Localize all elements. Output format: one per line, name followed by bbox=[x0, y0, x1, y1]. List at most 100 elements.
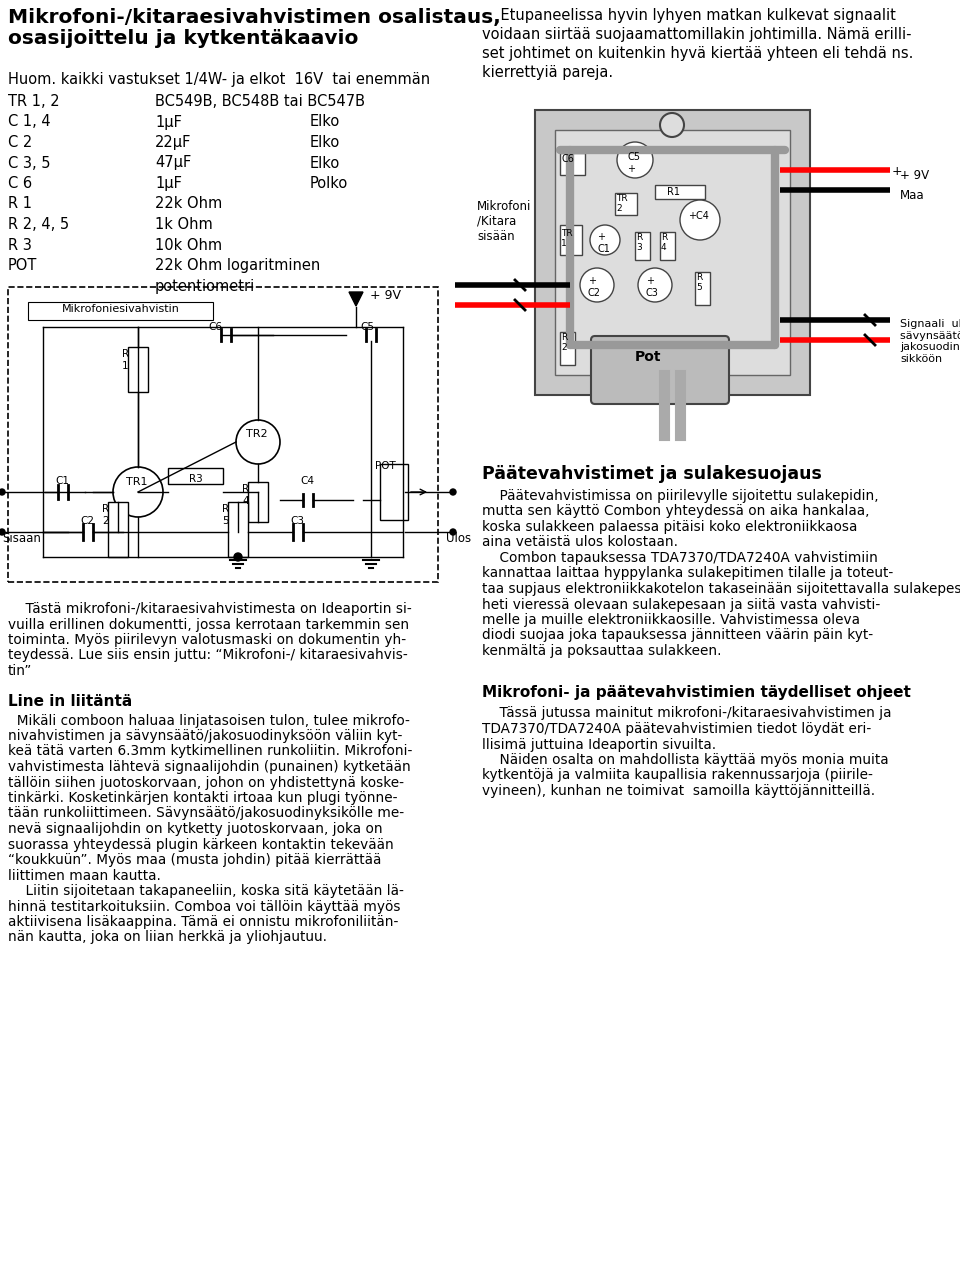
Text: R 3: R 3 bbox=[8, 238, 32, 253]
FancyBboxPatch shape bbox=[535, 109, 810, 396]
Text: suorassa yhteydessä plugin kärkeen kontaktin tekevään: suorassa yhteydessä plugin kärkeen konta… bbox=[8, 837, 394, 851]
Text: Mikrofoniesivahvistin: Mikrofoniesivahvistin bbox=[61, 304, 180, 314]
Text: Elko: Elko bbox=[310, 155, 340, 170]
Text: Line in liitäntä: Line in liitäntä bbox=[8, 693, 132, 709]
Text: Mikrofoni-/kitaraesivahvistimen osalistaus,
osasijoittelu ja kytkentäkaavio: Mikrofoni-/kitaraesivahvistimen osalista… bbox=[8, 8, 501, 48]
Circle shape bbox=[617, 142, 653, 178]
Text: kannattaa laittaa hyppylanka sulakepitimen tilalle ja toteut-: kannattaa laittaa hyppylanka sulakepitim… bbox=[482, 566, 893, 580]
Circle shape bbox=[0, 529, 5, 536]
Text: nän kautta, joka on liian herkkä ja yliohjautuu.: nän kautta, joka on liian herkkä ja ylio… bbox=[8, 931, 327, 945]
Text: C3: C3 bbox=[290, 516, 304, 527]
Text: Maa: Maa bbox=[900, 190, 924, 202]
Text: 1μF: 1μF bbox=[155, 176, 181, 191]
Text: TR1: TR1 bbox=[126, 477, 148, 487]
Text: Mikrofoni- ja päätevahvistimien täydelliset ohjeet: Mikrofoni- ja päätevahvistimien täydelli… bbox=[482, 684, 911, 700]
Bar bbox=[228, 502, 248, 557]
Polygon shape bbox=[349, 293, 363, 307]
Text: Liitin sijoitetaan takapaneeliin, koska sitä käytetään lä-: Liitin sijoitetaan takapaneeliin, koska … bbox=[8, 884, 404, 898]
Text: R
1: R 1 bbox=[122, 349, 130, 370]
Text: set johtimet on kuitenkin hyvä kiertää yhteen eli tehdä ns.: set johtimet on kuitenkin hyvä kiertää y… bbox=[482, 46, 913, 61]
Text: Signaali  ulos
sävynsäätö- ja
jakosuodinyks-
sikköön: Signaali ulos sävynsäätö- ja jakosuodiny… bbox=[900, 319, 960, 364]
Text: voidaan siirtää suojaamattomillakin johtimilla. Nämä erilli-: voidaan siirtää suojaamattomillakin joht… bbox=[482, 27, 911, 42]
Text: TR2: TR2 bbox=[246, 429, 268, 439]
Text: tin”: tin” bbox=[8, 664, 33, 678]
Text: R
4: R 4 bbox=[661, 233, 667, 252]
Text: taa supjaus elektroniikkakotelon takaseinään sijoitettavalla sulakepesallä. DC-l: taa supjaus elektroniikkakotelon takasei… bbox=[482, 583, 960, 597]
Text: C6: C6 bbox=[208, 322, 222, 332]
Text: C5: C5 bbox=[360, 322, 374, 332]
Text: C5
+: C5 + bbox=[627, 151, 640, 173]
Circle shape bbox=[450, 529, 456, 536]
Text: vuilla erillinen dokumentti, jossa kerrotaan tarkemmin sen: vuilla erillinen dokumentti, jossa kerro… bbox=[8, 617, 409, 631]
Text: aktiivisena lisäkaappina. Tämä ei onnistu mikrofoniliitän-: aktiivisena lisäkaappina. Tämä ei onnist… bbox=[8, 915, 398, 929]
Text: TR
1: TR 1 bbox=[561, 229, 572, 248]
Text: Päätevahvistimet ja sulakesuojaus: Päätevahvistimet ja sulakesuojaus bbox=[482, 466, 822, 483]
Text: Elko: Elko bbox=[310, 135, 340, 150]
Bar bbox=[560, 225, 582, 254]
Bar bbox=[8, 287, 438, 583]
Text: BC549B, BC548B tai BC547B: BC549B, BC548B tai BC547B bbox=[155, 94, 365, 109]
Text: C2: C2 bbox=[80, 516, 94, 527]
Text: Pot: Pot bbox=[635, 350, 661, 364]
Text: Ulos: Ulos bbox=[446, 532, 471, 544]
Text: Elko: Elko bbox=[310, 114, 340, 130]
Text: 1k Ohm: 1k Ohm bbox=[155, 218, 213, 232]
Circle shape bbox=[680, 200, 720, 240]
Bar bbox=[560, 332, 575, 365]
Text: R
5: R 5 bbox=[696, 273, 703, 293]
Text: R
5: R 5 bbox=[222, 504, 229, 525]
Text: + 9V: + 9V bbox=[370, 289, 401, 301]
Text: 47μF: 47μF bbox=[155, 155, 191, 170]
Text: R
2: R 2 bbox=[561, 333, 567, 352]
Text: teydessä. Lue siis ensin juttu: “Mikrofoni-/ kitaraesivahvis-: teydessä. Lue siis ensin juttu: “Mikrofo… bbox=[8, 649, 408, 663]
Bar bbox=[695, 272, 710, 305]
Circle shape bbox=[590, 225, 620, 254]
Text: vyineen), kunhan ne toimivat  samoilla käyttöjännitteillä.: vyineen), kunhan ne toimivat samoilla kä… bbox=[482, 784, 876, 798]
Text: melle ja muille elektroniikkaosille. Vahvistimessa oleva: melle ja muille elektroniikkaosille. Vah… bbox=[482, 613, 860, 627]
Text: potentiometri: potentiometri bbox=[155, 279, 255, 294]
Bar bbox=[108, 502, 128, 557]
Text: C1: C1 bbox=[55, 476, 69, 486]
Circle shape bbox=[638, 268, 672, 301]
Text: 22k Ohm logaritminen: 22k Ohm logaritminen bbox=[155, 258, 321, 273]
Text: vahvistimesta lähtevä signaalijohdin (punainen) kytketään: vahvistimesta lähtevä signaalijohdin (pu… bbox=[8, 759, 411, 773]
Text: POT: POT bbox=[8, 258, 37, 273]
Text: Näiden osalta on mahdollista käyttää myös monia muita: Näiden osalta on mahdollista käyttää myö… bbox=[482, 753, 889, 767]
Text: +
C3: + C3 bbox=[646, 276, 659, 298]
Bar bbox=[615, 193, 637, 215]
FancyBboxPatch shape bbox=[555, 130, 790, 375]
Text: TR
2: TR 2 bbox=[616, 195, 628, 214]
Text: aina vetäistä ulos kolostaan.: aina vetäistä ulos kolostaan. bbox=[482, 536, 678, 550]
Text: kenmältä ja poksauttaa sulakkeen.: kenmältä ja poksauttaa sulakkeen. bbox=[482, 644, 722, 658]
Text: R
3: R 3 bbox=[636, 233, 642, 252]
Text: kierrettyiä pareja.: kierrettyiä pareja. bbox=[482, 65, 613, 80]
Circle shape bbox=[450, 488, 456, 495]
Text: keä tätä varten 6.3mm kytkimellinen runkoliitin. Mikrofoni-: keä tätä varten 6.3mm kytkimellinen runk… bbox=[8, 744, 413, 758]
Text: Combon tapauksessa TDA7370/TDA7240A vahvistimiin: Combon tapauksessa TDA7370/TDA7240A vahv… bbox=[482, 551, 877, 565]
Text: 22k Ohm: 22k Ohm bbox=[155, 196, 223, 211]
Text: mutta sen käyttö Combon yhteydessä on aika hankalaa,: mutta sen käyttö Combon yhteydessä on ai… bbox=[482, 505, 870, 519]
FancyBboxPatch shape bbox=[591, 336, 729, 404]
Text: kytkentöjä ja valmiita kaupallisia rakennussarjoja (piirile-: kytkentöjä ja valmiita kaupallisia raken… bbox=[482, 768, 873, 782]
Text: Mikäli comboon haluaa linjatasoisen tulon, tulee mikrofo-: Mikäli comboon haluaa linjatasoisen tulo… bbox=[8, 714, 410, 728]
Text: tään runkoliittimeen. Sävynsäätö/jakosuodinyksikölle me-: tään runkoliittimeen. Sävynsäätö/jakosuo… bbox=[8, 806, 404, 820]
Bar bbox=[660, 232, 675, 259]
Text: C 2: C 2 bbox=[8, 135, 33, 150]
Text: Päätevahvistimissa on piirilevylle sijoitettu sulakepidin,: Päätevahvistimissa on piirilevylle sijoi… bbox=[482, 488, 878, 502]
Bar bbox=[28, 301, 213, 321]
Text: Etupaneelissa hyvin lyhyen matkan kulkevat signaalit: Etupaneelissa hyvin lyhyen matkan kulkev… bbox=[482, 8, 896, 23]
Text: C 1, 4: C 1, 4 bbox=[8, 114, 51, 130]
Text: diodi suojaa joka tapauksessa jännitteen väärin päin kyt-: diodi suojaa joka tapauksessa jännitteen… bbox=[482, 628, 874, 642]
Bar bbox=[168, 468, 223, 485]
Circle shape bbox=[0, 488, 5, 495]
Text: tällöin siihen juotoskorvaan, johon on yhdistettynä koske-: tällöin siihen juotoskorvaan, johon on y… bbox=[8, 776, 404, 790]
Bar bbox=[248, 482, 268, 522]
Text: +: + bbox=[892, 165, 902, 178]
Circle shape bbox=[234, 553, 242, 561]
Text: Mikrofoni
/Kitara
sisään: Mikrofoni /Kitara sisään bbox=[477, 200, 532, 243]
Text: C 6: C 6 bbox=[8, 176, 32, 191]
Text: POT: POT bbox=[375, 460, 396, 471]
Text: +C4: +C4 bbox=[688, 211, 708, 221]
Text: R1: R1 bbox=[667, 187, 680, 197]
Text: 1μF: 1μF bbox=[155, 114, 181, 130]
